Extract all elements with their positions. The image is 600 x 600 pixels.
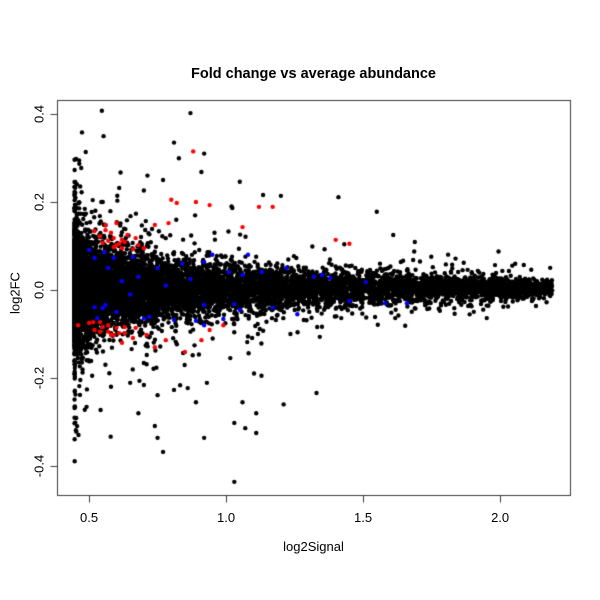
y-tick-label: -0.2 — [31, 366, 47, 390]
y-tick-label: 0.2 — [31, 192, 47, 212]
x-axis-label: log2Signal — [283, 539, 344, 554]
x-tick-label: 1.0 — [217, 510, 236, 525]
x-tick-label: 0.5 — [80, 510, 99, 525]
x-tick-label: 2.0 — [491, 510, 510, 525]
chart-title: Fold change vs average abundance — [191, 66, 436, 82]
y-tick-label: -0.4 — [31, 454, 47, 478]
y-tick-label: 0.4 — [31, 104, 47, 124]
y-axis-label: log2FC — [7, 272, 23, 314]
y-tick-label: 0.0 — [31, 280, 47, 300]
x-tick-label: 1.5 — [354, 510, 373, 525]
